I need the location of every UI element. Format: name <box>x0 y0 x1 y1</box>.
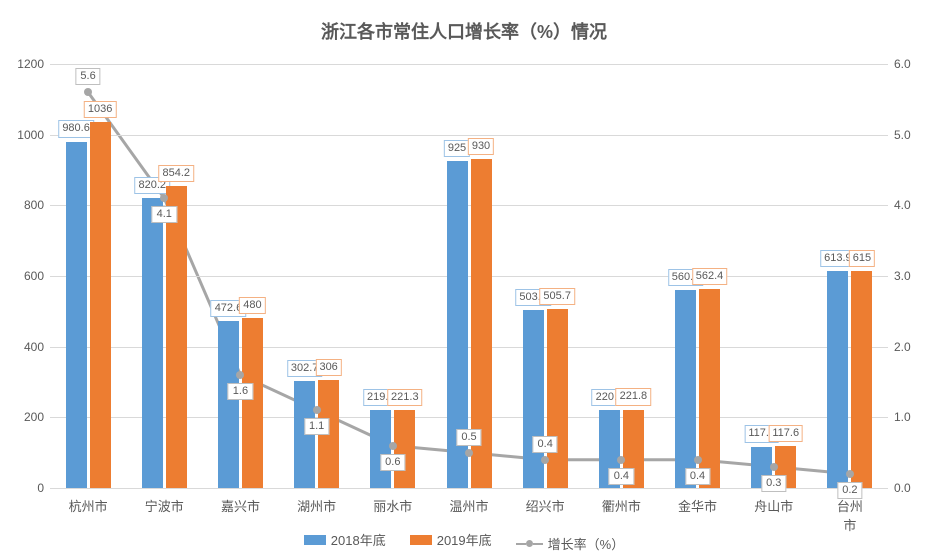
y-axis-left-tick: 400 <box>24 340 50 354</box>
y-axis-right-tick: 4.0 <box>888 198 911 212</box>
bar-2019-value: 505.7 <box>539 288 575 305</box>
x-axis-tick: 温州市 <box>449 496 488 515</box>
x-axis-tick: 舟山市 <box>754 496 793 515</box>
growth-rate-marker <box>541 456 549 464</box>
bar-2018-value: 925 <box>444 140 470 157</box>
legend-swatch <box>410 535 432 545</box>
y-axis-right-tick: 0.0 <box>888 481 911 495</box>
legend-label: 增长率（%） <box>548 534 625 553</box>
bar-2019-value: 930 <box>468 138 494 155</box>
growth-rate-value: 0.4 <box>533 436 558 453</box>
grid-line <box>50 135 888 136</box>
growth-rate-value: 0.4 <box>609 468 634 485</box>
growth-rate-value: 0.5 <box>456 429 481 446</box>
bar-2019-value: 562.4 <box>692 268 728 285</box>
bar-2019 <box>394 410 415 488</box>
legend-label: 2018年底 <box>331 530 386 549</box>
x-axis-tick: 丽水市 <box>373 496 412 515</box>
legend-label: 2019年底 <box>437 530 492 549</box>
y-axis-right-tick: 2.0 <box>888 340 911 354</box>
bar-2019-value: 306 <box>315 359 341 376</box>
growth-rate-value: 0.4 <box>685 468 710 485</box>
growth-rate-marker <box>694 456 702 464</box>
bar-2018 <box>218 321 239 488</box>
growth-rate-marker <box>84 88 92 96</box>
bar-2019 <box>90 122 111 488</box>
growth-rate-marker <box>465 449 473 457</box>
growth-rate-value: 0.3 <box>761 475 786 492</box>
chart-title: 浙江各市常住人口增长率（%）情况 <box>0 18 928 44</box>
bar-2018 <box>66 142 87 488</box>
growth-rate-marker <box>236 371 244 379</box>
growth-rate-marker <box>846 470 854 478</box>
bar-2018 <box>142 198 163 488</box>
bar-2019-value: 854.2 <box>159 165 195 182</box>
plot-area: 0200400600800100012000.01.02.03.04.05.06… <box>50 64 888 488</box>
y-axis-left-tick: 200 <box>24 410 50 424</box>
bar-2019-value: 221.8 <box>616 388 652 405</box>
y-axis-right-tick: 3.0 <box>888 269 911 283</box>
legend-swatch <box>304 535 326 545</box>
y-axis-right-tick: 6.0 <box>888 57 911 71</box>
x-axis-tick: 宁波市 <box>145 496 184 515</box>
x-axis-tick: 绍兴市 <box>526 496 565 515</box>
growth-rate-marker <box>389 442 397 450</box>
bar-2019 <box>851 271 872 488</box>
bar-2019 <box>242 318 263 488</box>
bar-2019 <box>547 309 568 488</box>
growth-rate-marker <box>313 406 321 414</box>
bar-2019-value: 117.6 <box>768 425 803 442</box>
y-axis-left-tick: 600 <box>24 269 50 283</box>
y-axis-right-tick: 1.0 <box>888 410 911 424</box>
grid-line <box>50 64 888 65</box>
bar-2019-value: 221.3 <box>387 389 423 406</box>
legend: 2018年底 2019年底 增长率（%） <box>0 530 928 553</box>
legend-item-2019: 2019年底 <box>410 530 492 549</box>
y-axis-left-tick: 1200 <box>17 57 50 71</box>
bar-2019-value: 1036 <box>84 101 116 118</box>
growth-rate-marker <box>770 463 778 471</box>
x-axis-tick: 衢州市 <box>602 496 641 515</box>
growth-rate-value: 0.2 <box>837 482 862 499</box>
bar-2019 <box>166 186 187 488</box>
bar-2019 <box>699 289 720 488</box>
legend-item-growth-rate: 增长率（%） <box>516 534 625 553</box>
legend-item-2018: 2018年底 <box>304 530 386 549</box>
x-axis-tick: 金华市 <box>678 496 717 515</box>
y-axis-left-tick: 0 <box>37 481 50 495</box>
y-axis-right-tick: 5.0 <box>888 128 911 142</box>
bar-2018 <box>827 271 848 488</box>
bar-2019-value: 615 <box>849 250 875 267</box>
growth-rate-marker <box>617 456 625 464</box>
x-axis-tick: 杭州市 <box>69 496 108 515</box>
growth-rate-marker <box>160 194 168 202</box>
growth-rate-value: 1.6 <box>228 383 253 400</box>
x-axis-tick: 湖州市 <box>297 496 336 515</box>
growth-rate-value: 1.1 <box>304 418 329 435</box>
growth-rate-value: 4.1 <box>152 206 177 223</box>
bar-2019-value: 480 <box>239 297 265 314</box>
legend-line-swatch <box>516 540 543 547</box>
x-axis-tick: 台州市 <box>831 496 869 534</box>
y-axis-left-tick: 1000 <box>17 128 50 142</box>
growth-rate-value: 5.6 <box>75 68 100 85</box>
growth-rate-value: 0.6 <box>380 454 405 471</box>
x-axis-tick: 嘉兴市 <box>221 496 260 515</box>
y-axis-left-tick: 800 <box>24 198 50 212</box>
bar-2018-value: 980.6 <box>58 120 94 137</box>
bar-2018 <box>370 410 391 488</box>
